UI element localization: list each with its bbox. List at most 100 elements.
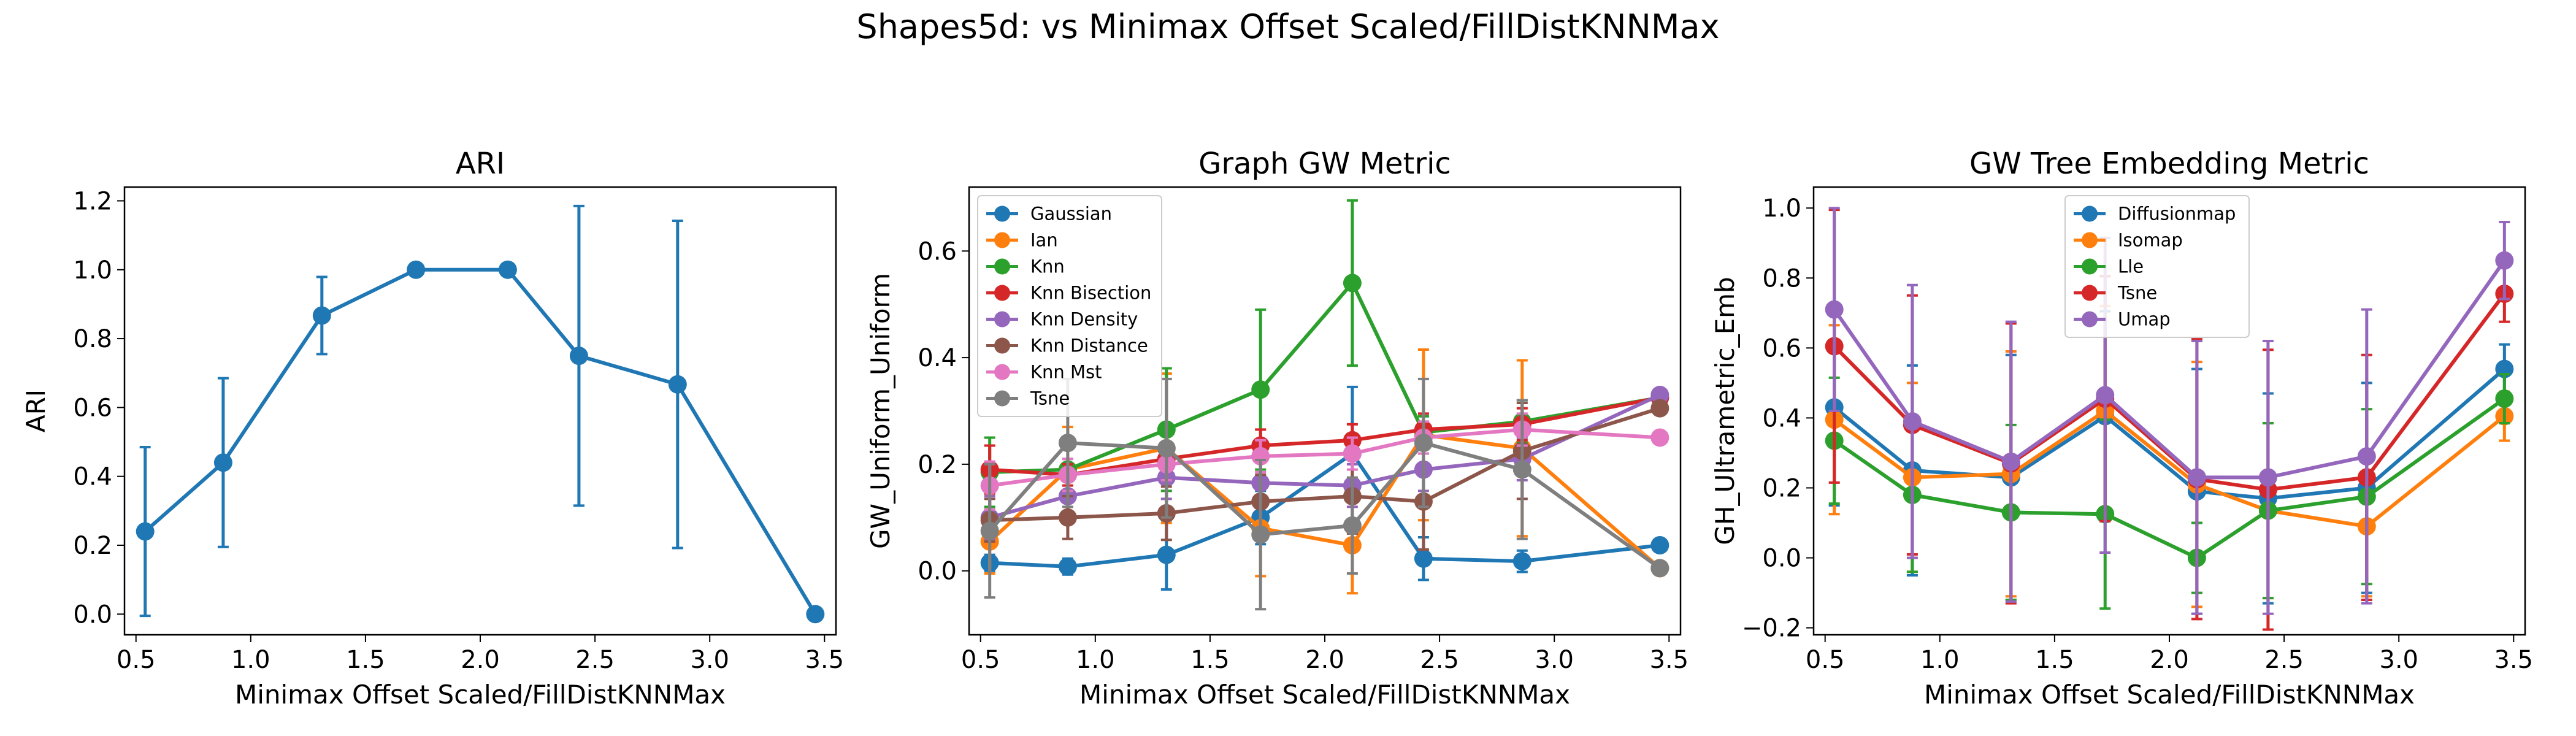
series-umap [1825, 207, 2514, 615]
legend-entry: Knn Mst [986, 362, 1102, 383]
legend-entry: Tsne [2074, 283, 2157, 304]
series-line [1833, 293, 2506, 492]
data-point [136, 522, 155, 541]
legend-label: Tsne [1030, 388, 1070, 409]
y-tick-label: 0.6 [918, 237, 957, 266]
y-tick-label: 0.2 [1762, 474, 1801, 502]
x-tick-label: 3.0 [2379, 646, 2418, 674]
y-tick-label: 0.4 [73, 463, 112, 491]
series-line [1833, 367, 2506, 500]
data-point [2001, 452, 2020, 471]
legend-marker [994, 337, 1010, 354]
legend-marker [994, 285, 1010, 301]
x-tick-label: 1.5 [1190, 646, 1230, 674]
x-axis-label: Minimax Offset Scaled/FillDistKNNMax [235, 680, 726, 710]
series-line [988, 441, 1662, 570]
plot-area [1825, 207, 2514, 631]
data-point [2357, 447, 2376, 466]
subplot-3: GW Tree Embedding Metric 0.5 1.0 1.5 2.0 2.5 3… [1710, 147, 2533, 710]
x-tick-label: 0.5 [1806, 646, 1845, 674]
data-point [2096, 386, 2115, 405]
legend-label: Umap [2118, 309, 2171, 330]
x-tick-label: 3.0 [690, 646, 729, 674]
legend-marker [2082, 232, 2098, 248]
y-tick-label: 0.0 [1762, 545, 1801, 573]
series-line [989, 427, 1660, 488]
data-point [1650, 428, 1669, 447]
y-axis-label: ARI [21, 389, 51, 432]
series-line [989, 406, 1661, 523]
legend-label: Tsne [2117, 283, 2157, 304]
y-tick-label: 0.4 [918, 344, 957, 372]
subplot-title: GW Tree Embedding Metric [1969, 147, 2369, 181]
data-point [1251, 380, 1270, 399]
y-tick-label: 0.8 [73, 325, 112, 353]
legend-marker [2082, 258, 2098, 275]
data-point [1058, 434, 1077, 453]
x-tick-label: 2.5 [575, 646, 615, 674]
subplot-1: ARI 0.5 1.0 1.5 2.0 2.5 3.0 3.5 0.0 0.2 0.4 0.6 0.8 1… [21, 147, 844, 710]
y-tick-label: 0.2 [918, 451, 957, 479]
y-axis-label: GH_Ultrametric_Emb [1710, 277, 1740, 545]
series-tsne [980, 377, 1669, 611]
data-point [1343, 274, 1362, 293]
y-tick-label: 1.0 [73, 256, 112, 285]
data-point [1058, 508, 1077, 527]
legend-marker [2082, 205, 2098, 222]
data-point [213, 453, 232, 472]
data-point [2258, 468, 2277, 487]
y-tick-label: 0.8 [1762, 264, 1801, 293]
y-tick-label: 0.2 [73, 532, 112, 560]
data-point [498, 260, 517, 279]
legend-entry: Isomap [2074, 230, 2183, 251]
x-tick-label: 1.5 [2035, 646, 2074, 674]
legend-marker [994, 390, 1010, 407]
legend-entry: Knn [986, 256, 1065, 277]
legend-marker [994, 364, 1010, 380]
data-point [980, 521, 999, 540]
legend-entry: Knn Density [986, 309, 1138, 330]
y-tick-label: 0.6 [73, 394, 112, 422]
legend-entry: Umap [2074, 309, 2171, 330]
plot-area [136, 204, 825, 624]
legend-entry: Lle [2074, 256, 2144, 277]
series-line [1833, 397, 2506, 560]
x-tick-label: 3.0 [1535, 646, 1574, 674]
data-point [312, 306, 331, 325]
data-point [806, 605, 825, 624]
y-tick-label: 0.0 [918, 558, 957, 586]
data-point [1157, 545, 1176, 564]
legend-marker [994, 258, 1010, 275]
legend-marker [2082, 285, 2098, 301]
legend-entry: Ian [986, 230, 1058, 251]
x-tick-label: 3.5 [2494, 646, 2533, 674]
legend-marker [2082, 311, 2098, 328]
x-tick-label: 3.5 [1649, 646, 1689, 674]
data-point [1512, 552, 1531, 571]
data-point [1650, 536, 1669, 554]
subplot-title: Graph GW Metric [1198, 147, 1451, 181]
legend-entry: Tsne [986, 388, 1070, 409]
series-line [144, 267, 817, 615]
y-tick-label: 1.2 [73, 187, 112, 215]
legend-marker [994, 232, 1010, 248]
x-tick-label: 2.5 [2264, 646, 2304, 674]
data-point [1343, 516, 1362, 535]
x-tick-label: 1.5 [346, 646, 385, 674]
legend-label: Lle [2118, 256, 2144, 277]
legend-label: Knn Density [1030, 309, 1138, 330]
data-point [1343, 444, 1362, 463]
x-tick-label: 1.0 [231, 646, 270, 674]
x-tick-label: 1.0 [1076, 646, 1115, 674]
y-tick-label: −0.2 [1742, 615, 1801, 643]
axes-frame [123, 186, 837, 636]
legend: Gaussian Ian Knn Knn Bisection Knn Density Kn… [977, 195, 1162, 417]
y-tick-label: 1.0 [1762, 194, 1801, 223]
data-point [1650, 385, 1669, 404]
legend-entry: Knn Bisection [986, 283, 1151, 304]
legend-label: Diffusionmap [2118, 204, 2236, 224]
legend-frame [2064, 195, 2250, 338]
data-point [1825, 300, 1844, 319]
series-line [1833, 409, 2506, 529]
